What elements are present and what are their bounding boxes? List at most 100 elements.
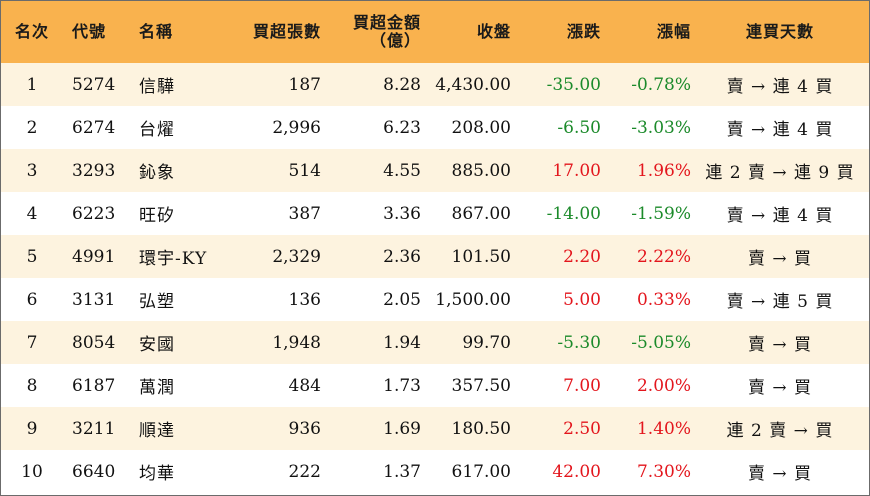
cell-net-buy-amount: 1.73 (383, 375, 421, 396)
cell-net-buy-lots: 514 (288, 160, 321, 181)
cell-change-pct: 2.22% (636, 246, 691, 267)
cell-change-pct: 1.96% (636, 160, 691, 181)
cell-streak: 賣 → 連 4 買 (726, 120, 834, 140)
header-net-buy-amount-unit: （億） (369, 31, 421, 50)
header-rank: 名次 (14, 22, 49, 41)
cell-change: -5.30 (557, 332, 601, 353)
cell-change-pct: -1.59% (631, 203, 691, 224)
cell-rank: 5 (26, 246, 38, 267)
cell-net-buy-amount: 4.55 (383, 160, 421, 181)
header-change-pct: 漲幅 (656, 22, 691, 41)
cell-streak: 連 2 賣 → 買 (726, 421, 834, 441)
cell-change-pct: 1.40% (636, 418, 691, 439)
table-row: 4 6223 旺矽 387 3.36 867.00 -14.00 -1.59% … (1, 192, 869, 235)
cell-name: 萬潤 (139, 378, 175, 398)
cell-code: 3211 (72, 418, 116, 439)
cell-change-pct: 2.00% (636, 375, 691, 396)
cell-net-buy-lots: 2,996 (272, 117, 321, 138)
cell-close: 4,430.00 (435, 74, 511, 95)
cell-code: 5274 (72, 74, 116, 95)
table-row: 7 8054 安國 1,948 1.94 99.70 -5.30 -5.05% … (1, 321, 869, 364)
cell-rank: 7 (26, 332, 38, 353)
header-net-buy-amount: 買超金額 （億） (321, 1, 421, 63)
cell-change: 5.00 (563, 289, 601, 310)
cell-close: 885.00 (451, 160, 511, 181)
table-row: 10 6640 均華 222 1.37 617.00 42.00 7.30% 賣… (1, 450, 869, 493)
cell-change-pct: -0.78% (631, 74, 691, 95)
header-net-buy-lots: 買超張數 (252, 22, 321, 41)
table-row: 8 6187 萬潤 484 1.73 357.50 7.00 2.00% 賣 →… (1, 364, 869, 407)
cell-rank: 2 (26, 117, 38, 138)
cell-name: 順達 (139, 421, 175, 441)
cell-net-buy-amount: 2.36 (383, 246, 421, 267)
cell-net-buy-lots: 136 (288, 289, 321, 310)
cell-streak: 賣 → 連 5 買 (726, 292, 834, 312)
cell-change: 2.20 (563, 246, 601, 267)
cell-code: 6274 (72, 117, 116, 138)
table-row: 3 3293 鈊象 514 4.55 885.00 17.00 1.96% 連 … (1, 149, 869, 192)
header-close: 收盤 (476, 22, 511, 41)
table-row: 2 6274 台燿 2,996 6.23 208.00 -6.50 -3.03%… (1, 106, 869, 149)
cell-name: 旺矽 (139, 206, 175, 226)
cell-name: 環宇-KY (139, 249, 208, 269)
cell-net-buy-amount: 3.36 (383, 203, 421, 224)
cell-net-buy-lots: 2,329 (272, 246, 321, 267)
cell-close: 617.00 (451, 461, 511, 482)
cell-change-pct: -3.03% (631, 117, 691, 138)
cell-change: -35.00 (546, 74, 601, 95)
cell-streak: 賣 → 買 (747, 335, 813, 355)
cell-net-buy-amount: 1.69 (383, 418, 421, 439)
cell-code: 6223 (72, 203, 116, 224)
cell-rank: 9 (26, 418, 38, 439)
cell-net-buy-lots: 936 (288, 418, 321, 439)
cell-net-buy-amount: 2.05 (383, 289, 421, 310)
cell-close: 1,500.00 (435, 289, 511, 310)
cell-net-buy-amount: 1.37 (383, 461, 421, 482)
table-body: 1 5274 信驊 187 8.28 4,430.00 -35.00 -0.78… (1, 63, 869, 493)
cell-net-buy-lots: 1,948 (272, 332, 321, 353)
cell-rank: 8 (26, 375, 38, 396)
cell-change: 17.00 (552, 160, 601, 181)
cell-name: 台燿 (139, 120, 175, 140)
cell-streak: 連 2 賣 → 連 9 買 (705, 163, 855, 183)
cell-streak: 賣 → 買 (747, 249, 813, 269)
table-row: 6 3131 弘塑 136 2.05 1,500.00 5.00 0.33% 賣… (1, 278, 869, 321)
cell-name: 弘塑 (139, 292, 175, 312)
table-header-row: 名次 代號 名稱 買超張數 買超金額 （億） 收盤 漲跌 漲幅 連買天數 (1, 1, 869, 63)
cell-net-buy-amount: 6.23 (383, 117, 421, 138)
table-row: 1 5274 信驊 187 8.28 4,430.00 -35.00 -0.78… (1, 63, 869, 106)
cell-change: 42.00 (552, 461, 601, 482)
cell-name: 均華 (139, 464, 175, 484)
cell-change: -6.50 (557, 117, 601, 138)
cell-code: 6187 (72, 375, 116, 396)
cell-change: 2.50 (563, 418, 601, 439)
cell-change: -14.00 (546, 203, 601, 224)
cell-change: 7.00 (563, 375, 601, 396)
cell-code: 4991 (72, 246, 116, 267)
table-row: 5 4991 環宇-KY 2,329 2.36 101.50 2.20 2.22… (1, 235, 869, 278)
cell-change-pct: 7.30% (636, 461, 691, 482)
cell-name: 信驊 (139, 77, 175, 97)
cell-net-buy-lots: 484 (288, 375, 321, 396)
cell-close: 101.50 (451, 246, 511, 267)
cell-name: 鈊象 (139, 163, 175, 183)
header-name: 名稱 (139, 22, 174, 41)
cell-streak: 賣 → 連 4 買 (726, 77, 834, 97)
cell-change-pct: 0.33% (636, 289, 691, 310)
cell-close: 180.50 (451, 418, 511, 439)
cell-name: 安國 (139, 335, 175, 355)
cell-streak: 賣 → 買 (747, 378, 813, 398)
cell-streak: 賣 → 買 (747, 464, 813, 484)
cell-close: 357.50 (451, 375, 511, 396)
cell-rank: 6 (26, 289, 38, 310)
header-code: 代號 (72, 22, 107, 41)
cell-net-buy-lots: 387 (288, 203, 321, 224)
cell-net-buy-amount: 8.28 (383, 74, 421, 95)
cell-change-pct: -5.05% (631, 332, 691, 353)
header-streak: 連買天數 (745, 22, 814, 41)
cell-rank: 4 (26, 203, 38, 224)
cell-close: 208.00 (451, 117, 511, 138)
cell-code: 6640 (72, 461, 116, 482)
